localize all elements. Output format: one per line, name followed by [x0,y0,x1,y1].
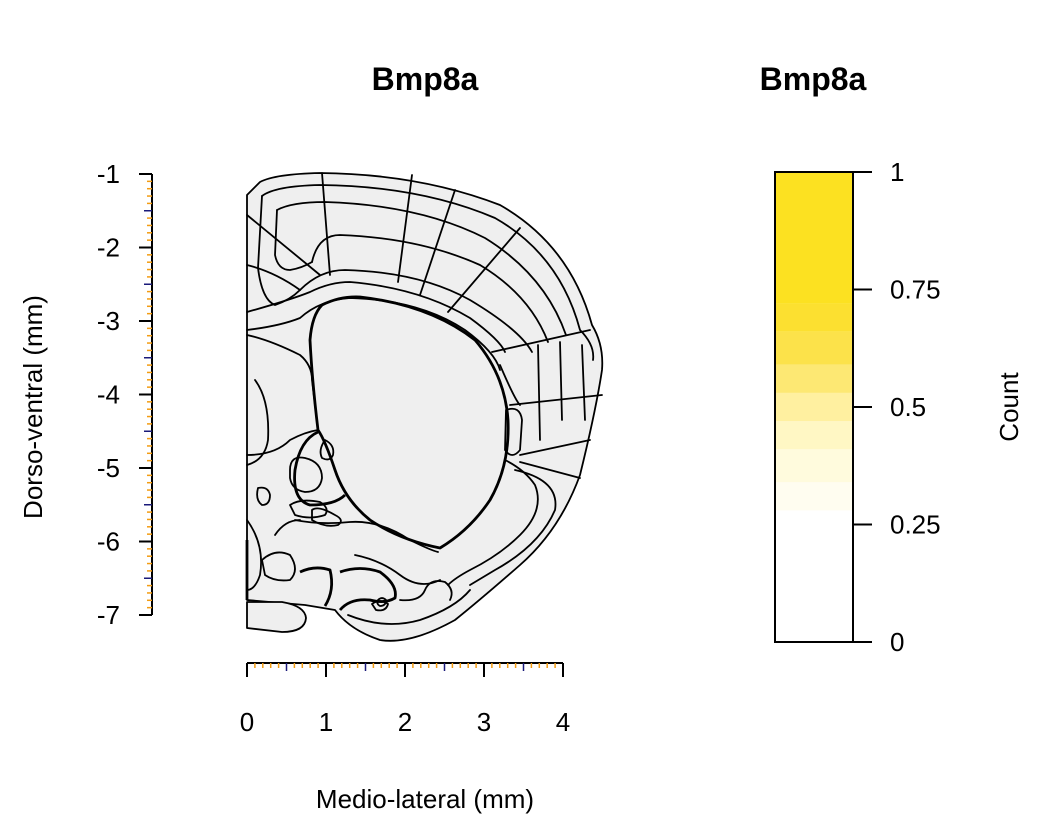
anterior-commissure [319,439,335,461]
ventral-striatum [311,507,342,527]
legend-tick-label: 0.5 [890,392,926,422]
piriform-cortex [347,589,471,625]
y-axis-tick-label: -3 [97,306,120,336]
x-axis: 0 1 2 3 4 Medio-lateral (mm) [240,662,570,814]
ventral-striatum [289,499,328,519]
legend-title: Bmp8a [760,61,867,97]
olfactory-tubercle [338,567,397,611]
legend-color-band [775,392,853,422]
y-axis-label: Dorso-ventral (mm) [18,295,48,519]
legend-tick-label: 0.25 [890,510,941,540]
y-axis-tick-label: -4 [97,380,120,410]
legend-label: Count [994,372,1024,442]
legend-tick-label: 0.75 [890,275,941,305]
legend-color-band [775,482,853,511]
legend-color-band [775,172,853,304]
coronal-brain-section-icon [245,172,604,642]
legend-color-band [775,421,853,450]
cortex-boundary [537,344,541,441]
cortex-boundary [491,329,591,353]
y-axis-tick-label: -6 [97,527,120,557]
x-axis-tick-label: 2 [398,707,412,737]
x-axis-label: Medio-lateral (mm) [316,784,534,814]
y-axis-tick-label: -2 [97,233,120,263]
legend-color-ramp [775,172,853,642]
cortex-boundary [447,227,521,313]
x-axis-tick-label: 4 [556,707,570,737]
y-axis-tick-label: -5 [97,453,120,483]
legend-ticks: 0 0.25 0.5 0.75 1 [853,157,941,657]
y-axis: -1 -2 -3 -4 -5 -6 -7 Dorso-ventral (mm) [18,159,153,630]
x-axis-tick-label: 0 [240,707,254,737]
cortex-layer [246,214,321,276]
nucleus-accumbens [293,430,346,507]
septum [246,379,270,466]
cortex-boundary [519,461,581,479]
y-axis-major-ticks: -1 -2 -3 -4 -5 -6 -7 [97,159,152,630]
cortex-layer [274,209,313,271]
cortex-layer [246,264,301,291]
x-axis-minor-ticks [254,663,556,671]
legend-color-band [775,303,853,332]
corpus-callosum [246,281,506,353]
ventral-pallidum [261,551,296,582]
ventral-pallidum [274,519,301,536]
insular-cortex [499,364,521,406]
insular-cortex [447,459,539,586]
anterior-commissure [289,456,323,493]
legend-color-band [775,331,853,365]
cortex-boundary [397,174,413,283]
olfactory-tubercle-region [246,601,307,633]
piriform-cortex [399,580,453,602]
olfactory-tubercle [299,566,334,607]
cortex-boundary [321,172,331,276]
x-axis-major-ticks: 0 1 2 3 4 [240,663,570,737]
ventral-pallidum [294,519,439,553]
left-panel-title: Bmp8a [372,61,479,97]
cortex-layer [276,201,567,336]
legend-color-band [775,364,853,393]
y-axis-minor-ticks [144,180,152,609]
y-axis-tick-label: -7 [97,600,120,630]
cortex-boundary [519,439,591,456]
ventral-pallidum [246,519,262,591]
color-legend: 0 0.25 0.5 0.75 1 Count [774,157,1024,657]
cortex-boundary [559,341,563,421]
legend-tick-label: 1 [890,157,904,187]
y-axis-tick-label: -1 [97,159,120,189]
x-axis-tick-label: 1 [319,707,333,737]
cortex-boundary [509,394,603,406]
x-axis-tick-label: 3 [477,707,491,737]
cortex-layer [257,195,301,306]
insular-cortex [469,469,557,586]
claustrum [504,407,523,456]
cortex-boundary [581,344,586,421]
lateral-ventricle [246,334,319,431]
legend-color-band [775,449,853,483]
septum [246,429,319,456]
legend-color-band [775,510,853,642]
lateral-olfactory-tract [376,597,387,607]
cortex-boundary [419,189,456,296]
olfactory-limb [256,486,271,506]
legend-tick-label: 0 [890,627,904,657]
